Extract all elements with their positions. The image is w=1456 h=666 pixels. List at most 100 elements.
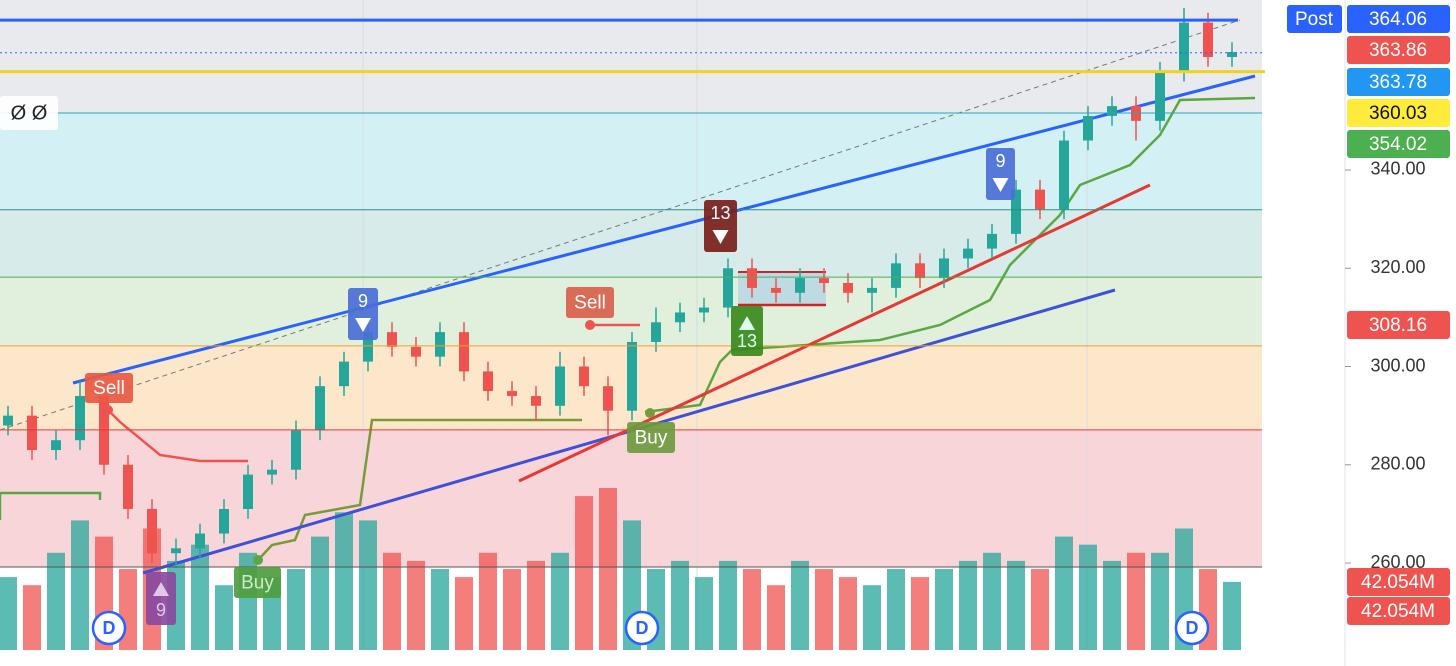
signal-label: 13 xyxy=(710,203,730,223)
candle-body xyxy=(675,312,685,323)
volume-bar xyxy=(1151,552,1169,650)
signal-label: Buy xyxy=(241,573,274,594)
dashed-trend xyxy=(0,19,1241,431)
price-tag-label: 363.86 xyxy=(1369,40,1427,61)
candle-body xyxy=(1107,106,1117,116)
price-tag xyxy=(1347,130,1450,158)
dividend-marker[interactable] xyxy=(91,610,127,646)
candle-body xyxy=(483,371,493,392)
signal-label: Sell xyxy=(574,293,606,314)
volume-tag xyxy=(1347,568,1450,596)
volume-bar xyxy=(71,520,89,650)
y-tick-label: 280.00 xyxy=(1370,454,1425,474)
candle-body xyxy=(387,332,397,347)
price-tag-label: 364.06 xyxy=(1369,9,1427,30)
candle-body xyxy=(27,415,37,451)
dividend-marker[interactable] xyxy=(1174,610,1210,646)
signal-label: 13 xyxy=(737,331,757,351)
volume-bar xyxy=(1055,536,1073,650)
signal-box xyxy=(731,306,763,356)
candle-body xyxy=(603,386,613,411)
candle-body xyxy=(315,386,325,431)
volume-bar xyxy=(23,585,41,650)
signal-label: 9 xyxy=(156,600,166,620)
candle-body xyxy=(267,469,277,475)
candle-body xyxy=(1203,22,1213,57)
signal-label: 9 xyxy=(995,151,1005,171)
candle-body xyxy=(339,361,349,387)
candle-body xyxy=(507,391,517,396)
sell-trail xyxy=(107,409,248,463)
candle-body xyxy=(531,395,541,406)
volume-bar xyxy=(1031,569,1049,650)
volume-tag-label: 42.054M xyxy=(1361,601,1435,622)
candle-body xyxy=(579,366,589,387)
volume-bar xyxy=(575,496,593,650)
signal-label: 9 xyxy=(358,291,368,311)
volume-bar xyxy=(959,560,977,650)
signal-arrow xyxy=(355,318,371,332)
candle-body xyxy=(795,278,805,293)
volume-bar xyxy=(935,569,953,650)
signal-box xyxy=(627,422,675,453)
candle-body xyxy=(147,508,157,554)
signal-box xyxy=(85,373,133,403)
volume-bar xyxy=(287,569,305,650)
volume-bar xyxy=(1103,560,1121,650)
candle-body xyxy=(1083,115,1093,141)
volume-bar xyxy=(455,577,473,650)
volume-bar xyxy=(383,552,401,650)
signal-dot xyxy=(103,405,113,415)
volume-bar xyxy=(743,569,761,650)
volume-tag xyxy=(1347,597,1450,625)
candle-body xyxy=(75,395,85,441)
volume-bar xyxy=(863,585,881,650)
candle-body xyxy=(651,322,661,342)
price-tag xyxy=(1347,99,1450,127)
dividend-label: D xyxy=(636,618,649,638)
candle-body xyxy=(123,464,133,509)
volume-bar xyxy=(311,536,329,650)
candle-body xyxy=(1035,189,1045,210)
volume-bar xyxy=(1007,560,1025,650)
volume-bar xyxy=(0,577,17,650)
candle-body xyxy=(867,287,877,293)
y-tick-label: 260.00 xyxy=(1370,552,1425,572)
candle-body xyxy=(219,508,229,534)
volume-bar xyxy=(359,520,377,650)
channel-upper xyxy=(72,74,1256,385)
volume-bar xyxy=(815,569,833,650)
candle-body xyxy=(987,233,997,249)
supertrend xyxy=(257,418,582,561)
signal-box xyxy=(566,287,614,318)
volume-bar xyxy=(767,585,785,650)
candle-body xyxy=(3,415,13,426)
candle-body xyxy=(723,268,733,308)
candle-body xyxy=(1227,52,1237,57)
candle-body xyxy=(963,248,973,259)
candle-body xyxy=(747,268,757,288)
signal-label: Sell xyxy=(93,378,125,399)
volume-bar xyxy=(407,560,425,650)
candle-body xyxy=(699,307,709,313)
price-tag xyxy=(1347,5,1450,33)
candle-body xyxy=(915,263,925,279)
price-tag xyxy=(1347,68,1450,96)
fib-band xyxy=(0,277,1262,346)
dividend-marker[interactable] xyxy=(624,610,660,646)
signal-dot xyxy=(585,320,595,330)
volume-bar xyxy=(911,577,929,650)
volume-bar xyxy=(431,569,449,650)
volume-bar xyxy=(503,569,521,650)
signal-box xyxy=(986,148,1015,200)
volume-bar xyxy=(215,585,233,650)
candle-body xyxy=(771,287,781,293)
volume-bar xyxy=(983,552,1001,650)
supertrend xyxy=(0,491,102,520)
volume-bar xyxy=(719,560,737,650)
volume-bar xyxy=(791,560,809,650)
candle-body xyxy=(243,474,253,509)
signal-box xyxy=(146,572,176,625)
candle-body xyxy=(1179,22,1189,72)
candle-body xyxy=(291,430,301,470)
